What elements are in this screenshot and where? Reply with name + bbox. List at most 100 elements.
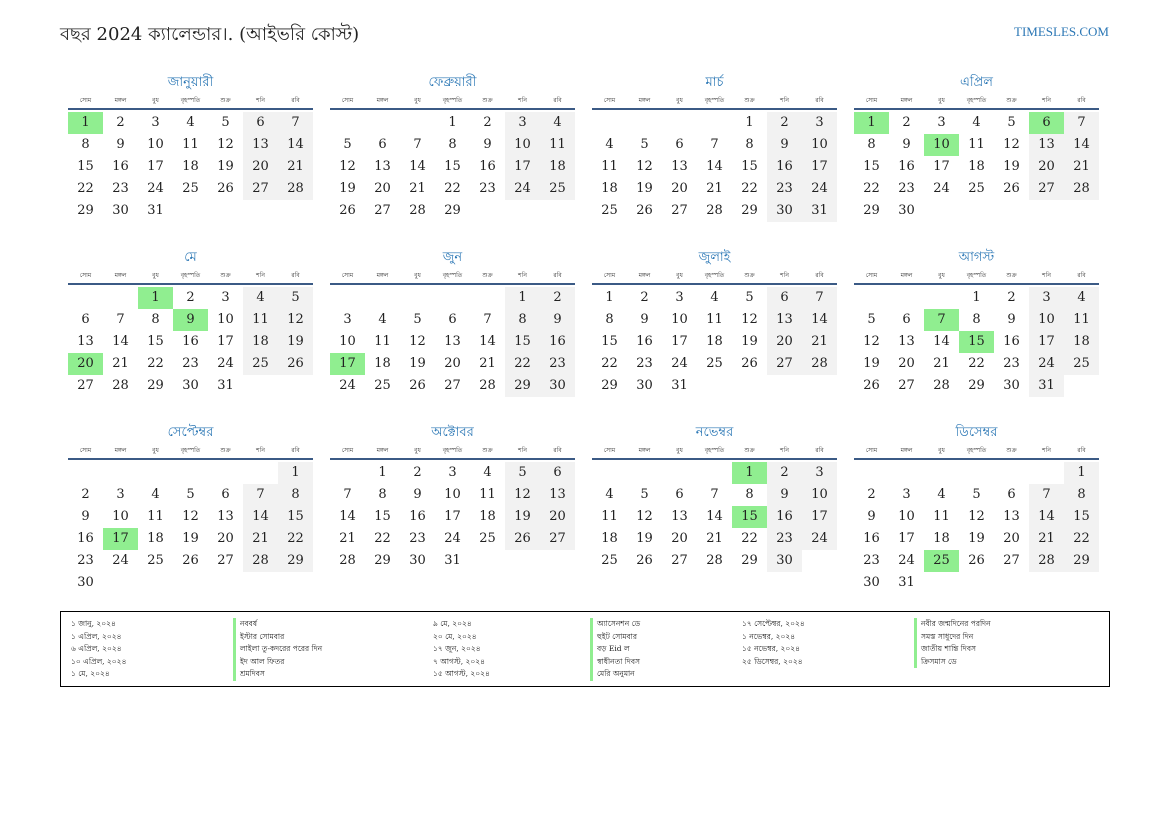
- day-cell: 8: [278, 484, 313, 506]
- day-cell: 16: [898, 159, 915, 174]
- day-cell: 21: [278, 156, 313, 178]
- weekday-label: বুধ: [676, 447, 683, 454]
- weekday-label: রবি: [1077, 97, 1086, 104]
- day-cell: 9: [116, 137, 125, 152]
- day-cell: 7: [116, 312, 125, 327]
- empty-cell: [592, 112, 627, 134]
- day-cell: 8: [81, 137, 90, 152]
- day-cell: 26: [409, 378, 426, 393]
- weekday-label: শুক্র: [220, 97, 231, 104]
- day-cell: 4: [937, 487, 946, 502]
- weekday-label: শনি: [780, 97, 789, 104]
- day-cell: 21: [1029, 528, 1064, 550]
- weekday-label: সোম: [79, 97, 92, 104]
- weekday-label: বৃহস্পতি: [180, 272, 201, 279]
- weekday-label: রবি: [815, 97, 824, 104]
- day-cell: 25: [968, 181, 985, 196]
- day-cell: 5: [640, 137, 649, 152]
- day-cell: 21: [409, 181, 426, 196]
- day-cell: 9: [483, 137, 492, 152]
- day-cell: 29: [147, 378, 164, 393]
- day-cell: 19: [217, 159, 234, 174]
- holiday-day-cell: 7: [924, 309, 959, 331]
- day-cell: 6: [902, 312, 911, 327]
- day-cell: 23: [767, 528, 802, 550]
- day-cell: 27: [77, 378, 94, 393]
- empty-cell: [627, 462, 662, 484]
- holiday-date: ১০ এপ্রিল, ২০২৪: [71, 656, 127, 666]
- day-grid: 1 2 3 4 5 6 7 8 9 10 11 12 13 14 15 16 17 18 19 20 21 22 23 24 2…: [68, 287, 313, 397]
- holiday-date: ৭ আগস্ট, ২০২৪: [433, 656, 485, 666]
- weekday-header: সোম মঙ্গল বুধ বৃহস্পতি শুক্র শনি রবি: [854, 94, 1099, 110]
- weekday-header: সোম মঙ্গল বুধ বৃহস্পতি শুক্র শনি রবি: [330, 94, 575, 110]
- day-cell: 5: [745, 290, 754, 305]
- weekday-label: রবি: [815, 447, 824, 454]
- day-cell: 2: [413, 465, 422, 480]
- day-cell: 18: [968, 159, 985, 174]
- day-cell: 22: [601, 356, 618, 371]
- day-cell: 18: [601, 531, 618, 546]
- day-cell: 22: [1064, 528, 1099, 550]
- day-cell: 24: [802, 528, 837, 550]
- day-cell: 15: [741, 159, 758, 174]
- empty-cell: [103, 462, 138, 484]
- day-cell: 10: [898, 509, 915, 524]
- day-cell: 1: [605, 290, 614, 305]
- day-cell: 21: [802, 331, 837, 353]
- empty-cell: [592, 462, 627, 484]
- day-cell: 8: [448, 137, 457, 152]
- empty-cell: [662, 112, 697, 134]
- weekday-label: শুক্র: [482, 447, 493, 454]
- weekday-label: মঙ্গল: [114, 447, 127, 454]
- day-cell: 27: [671, 203, 688, 218]
- day-cell: 9: [540, 309, 575, 331]
- day-cell: 24: [339, 378, 356, 393]
- day-cell: 17: [444, 509, 461, 524]
- day-cell: 6: [221, 487, 230, 502]
- day-cell: 10: [339, 334, 356, 349]
- day-cell: 14: [1064, 134, 1099, 156]
- weekday-label: শুক্র: [744, 97, 755, 104]
- day-cell: 17: [1029, 331, 1064, 353]
- day-cell: 24: [898, 553, 915, 568]
- day-cell: 17: [933, 159, 950, 174]
- day-cell: 8: [972, 312, 981, 327]
- site-link[interactable]: TIMESLES.COM: [1014, 24, 1109, 39]
- day-cell: 19: [636, 531, 653, 546]
- day-cell: 13: [671, 159, 688, 174]
- day-cell: 13: [444, 334, 461, 349]
- day-cell: 12: [182, 509, 199, 524]
- day-cell: 24: [802, 178, 837, 200]
- day-cell: 2: [902, 115, 911, 130]
- day-grid: 1 2 3 4 5 6 7 8 9 10 11 12 13 14 15 16 17 18 19 20 21 22 23 24 2…: [592, 462, 837, 572]
- day-cell: 3: [221, 290, 230, 305]
- day-cell: 14: [112, 334, 129, 349]
- month-title: ডিসেম্বর: [955, 425, 998, 440]
- day-cell: 24: [1029, 353, 1064, 375]
- holiday-name: হুইট সোমবার: [590, 630, 640, 643]
- holiday-date: ১ এপ্রিল, ২০২৪: [71, 631, 122, 641]
- day-cell: 17: [802, 156, 837, 178]
- weekday-label: রবি: [553, 97, 562, 104]
- weekday-label: বুধ: [414, 97, 421, 104]
- day-cell: 9: [413, 487, 422, 502]
- day-cell: 25: [479, 531, 496, 546]
- weekday-header: সোম মঙ্গল বুধ বৃহস্পতি শুক্র শনি রবি: [68, 444, 313, 460]
- day-cell: 21: [479, 356, 496, 371]
- day-cell: 23: [540, 353, 575, 375]
- weekday-label: শুক্র: [482, 272, 493, 279]
- day-cell: 18: [374, 356, 391, 371]
- day-cell: 13: [767, 309, 802, 331]
- day-cell: 14: [409, 159, 426, 174]
- day-cell: 14: [1029, 506, 1064, 528]
- day-cell: 24: [505, 178, 540, 200]
- empty-cell: [330, 112, 365, 134]
- month-title: সেপ্টেম্বর: [167, 425, 214, 440]
- month-calendar: নভেম্বর সোম মঙ্গল বুধ বৃহস্পতি শুক্র শনি রবি 1 2 3…: [592, 422, 837, 597]
- day-cell: 22: [278, 528, 313, 550]
- day-cell: 19: [636, 181, 653, 196]
- day-cell: 25: [374, 378, 391, 393]
- weekday-label: বুধ: [414, 447, 421, 454]
- day-cell: 21: [706, 531, 723, 546]
- holiday-name: সমস্ত সাধুদের দিন: [914, 630, 991, 643]
